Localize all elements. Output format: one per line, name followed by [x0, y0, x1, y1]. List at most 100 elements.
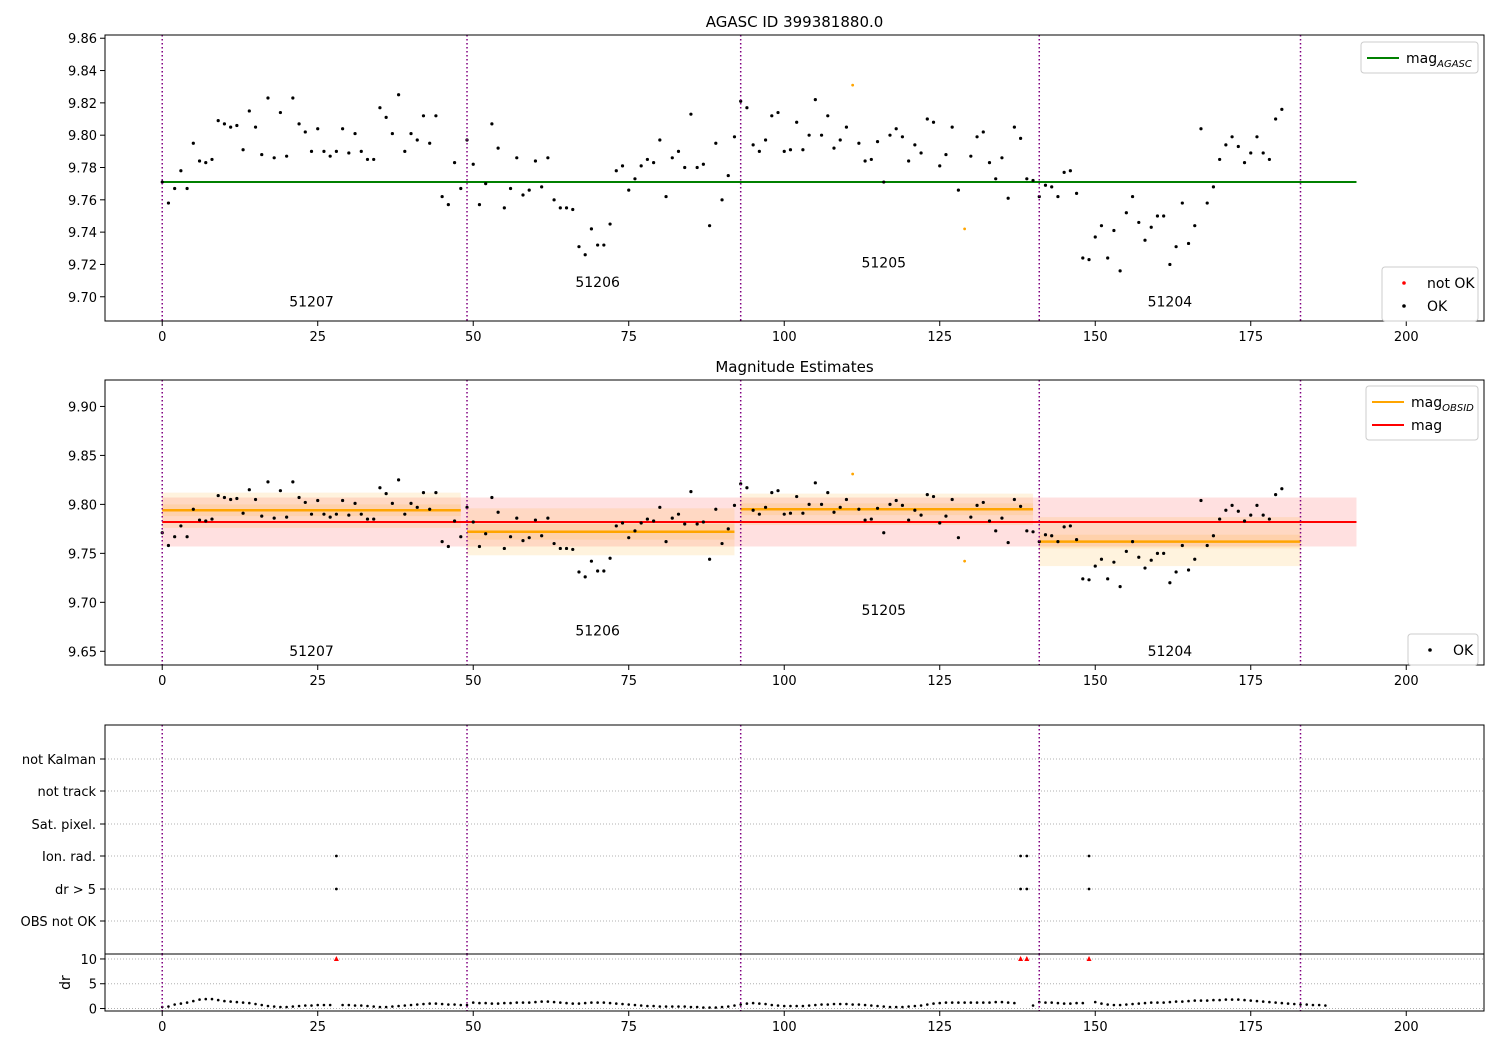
dr-point: [285, 1005, 288, 1009]
p1-point: [770, 114, 774, 118]
p2-point: [670, 516, 674, 520]
dr-point: [1280, 1001, 1284, 1005]
p1-point: [546, 156, 550, 160]
p2-point: [763, 505, 768, 509]
p2-point: [384, 492, 388, 496]
dr-point: [173, 1003, 176, 1006]
dr-point: [496, 1002, 500, 1005]
dr-point: [1286, 1002, 1290, 1005]
p2-point: [359, 512, 363, 516]
p1-point: [695, 165, 699, 170]
p4-xtick-label: 75: [620, 1020, 637, 1035]
p2-point: [1199, 498, 1203, 503]
dr-point: [770, 1003, 774, 1007]
p2-point: [975, 503, 979, 507]
p1-point: [888, 133, 892, 137]
dr-point: [266, 1004, 270, 1008]
p1-ytick-label: 9.72: [68, 258, 97, 273]
p1-xtick-label: 200: [1394, 330, 1419, 345]
p2-point: [1025, 529, 1029, 533]
dr-point: [919, 1004, 923, 1007]
p1-point: [235, 123, 239, 128]
p1-point: [577, 245, 581, 249]
p2-point: [633, 529, 637, 533]
p1-xtick-label: 150: [1083, 330, 1108, 345]
p2-point: [552, 541, 556, 546]
p2-point: [446, 544, 450, 549]
p1-point: [963, 227, 967, 231]
dr-point: [776, 1004, 780, 1007]
p1-point: [552, 198, 556, 202]
p2-xtick-label: 50: [465, 674, 482, 689]
dr-point: [876, 1004, 879, 1008]
p4-xtick-label: 200: [1394, 1020, 1419, 1035]
p1-point: [645, 157, 649, 162]
p2-point: [851, 472, 855, 476]
dr-point: [272, 1005, 276, 1008]
dr-point: [1205, 999, 1209, 1002]
dr-point: [596, 1001, 599, 1004]
p2-point: [919, 513, 923, 517]
dr-point: [826, 1003, 830, 1006]
p2-xtick-label: 150: [1083, 674, 1108, 689]
p1-point: [1149, 225, 1153, 229]
p1-obsid-label: 51205: [861, 256, 906, 272]
flag-label: not track: [37, 785, 96, 800]
dr-point: [534, 1000, 537, 1004]
dr-point: [540, 1000, 543, 1003]
dr-point: [359, 1004, 363, 1007]
dr-point: [297, 1004, 301, 1008]
dr-point: [1100, 1002, 1103, 1005]
p1-point: [907, 159, 911, 163]
p1-point: [428, 141, 432, 145]
p1-point: [266, 96, 270, 100]
dr-flagged-point: [333, 955, 339, 961]
dr-point: [820, 1003, 823, 1006]
dr-point: [291, 1005, 295, 1008]
p1-point: [396, 93, 401, 97]
p2-ytick-label: 9.70: [68, 596, 97, 611]
dr-point: [1112, 1003, 1116, 1007]
p2-point: [322, 512, 326, 516]
p2-point: [888, 502, 892, 506]
p1-point: [707, 224, 712, 228]
p2-xtick-label: 200: [1394, 674, 1419, 689]
dr-point: [932, 1002, 935, 1005]
dr-point: [795, 1004, 798, 1008]
p1-point: [1037, 194, 1041, 199]
dr-point: [1268, 1000, 1271, 1004]
p2-point: [652, 519, 656, 523]
dr-point: [1081, 1001, 1085, 1005]
dr-point: [322, 1003, 326, 1007]
p2-point: [197, 518, 202, 522]
p1-point: [1230, 135, 1234, 139]
dr-point: [366, 1004, 369, 1008]
dr-point: [1261, 1000, 1265, 1003]
dr-point: [546, 1000, 550, 1003]
dr-point: [1181, 1000, 1184, 1003]
panel-agasc-frame: [104, 34, 1485, 322]
p1-point: [421, 114, 426, 118]
p2-point: [938, 521, 942, 525]
p2-point: [1000, 516, 1004, 520]
p4-ytick-label: 10: [80, 953, 97, 968]
p1-point: [1236, 144, 1240, 149]
dr-point: [1162, 1001, 1165, 1004]
p1-point: [564, 206, 569, 210]
dr-point: [658, 1005, 662, 1008]
p2-point: [508, 535, 513, 539]
p1-point: [608, 222, 612, 226]
dr-point: [614, 1002, 618, 1005]
p1-point: [1068, 169, 1072, 173]
flag-point: [334, 887, 338, 891]
dr-point: [1000, 1000, 1004, 1004]
p2-point: [683, 522, 687, 526]
p1-point: [452, 161, 457, 165]
dr-point: [652, 1004, 655, 1008]
p1-bottom-legend-swatch: [1402, 281, 1406, 285]
dr-point: [590, 1001, 593, 1004]
p1-point: [446, 203, 450, 207]
dr-point: [192, 999, 195, 1003]
p2-point: [782, 512, 786, 516]
